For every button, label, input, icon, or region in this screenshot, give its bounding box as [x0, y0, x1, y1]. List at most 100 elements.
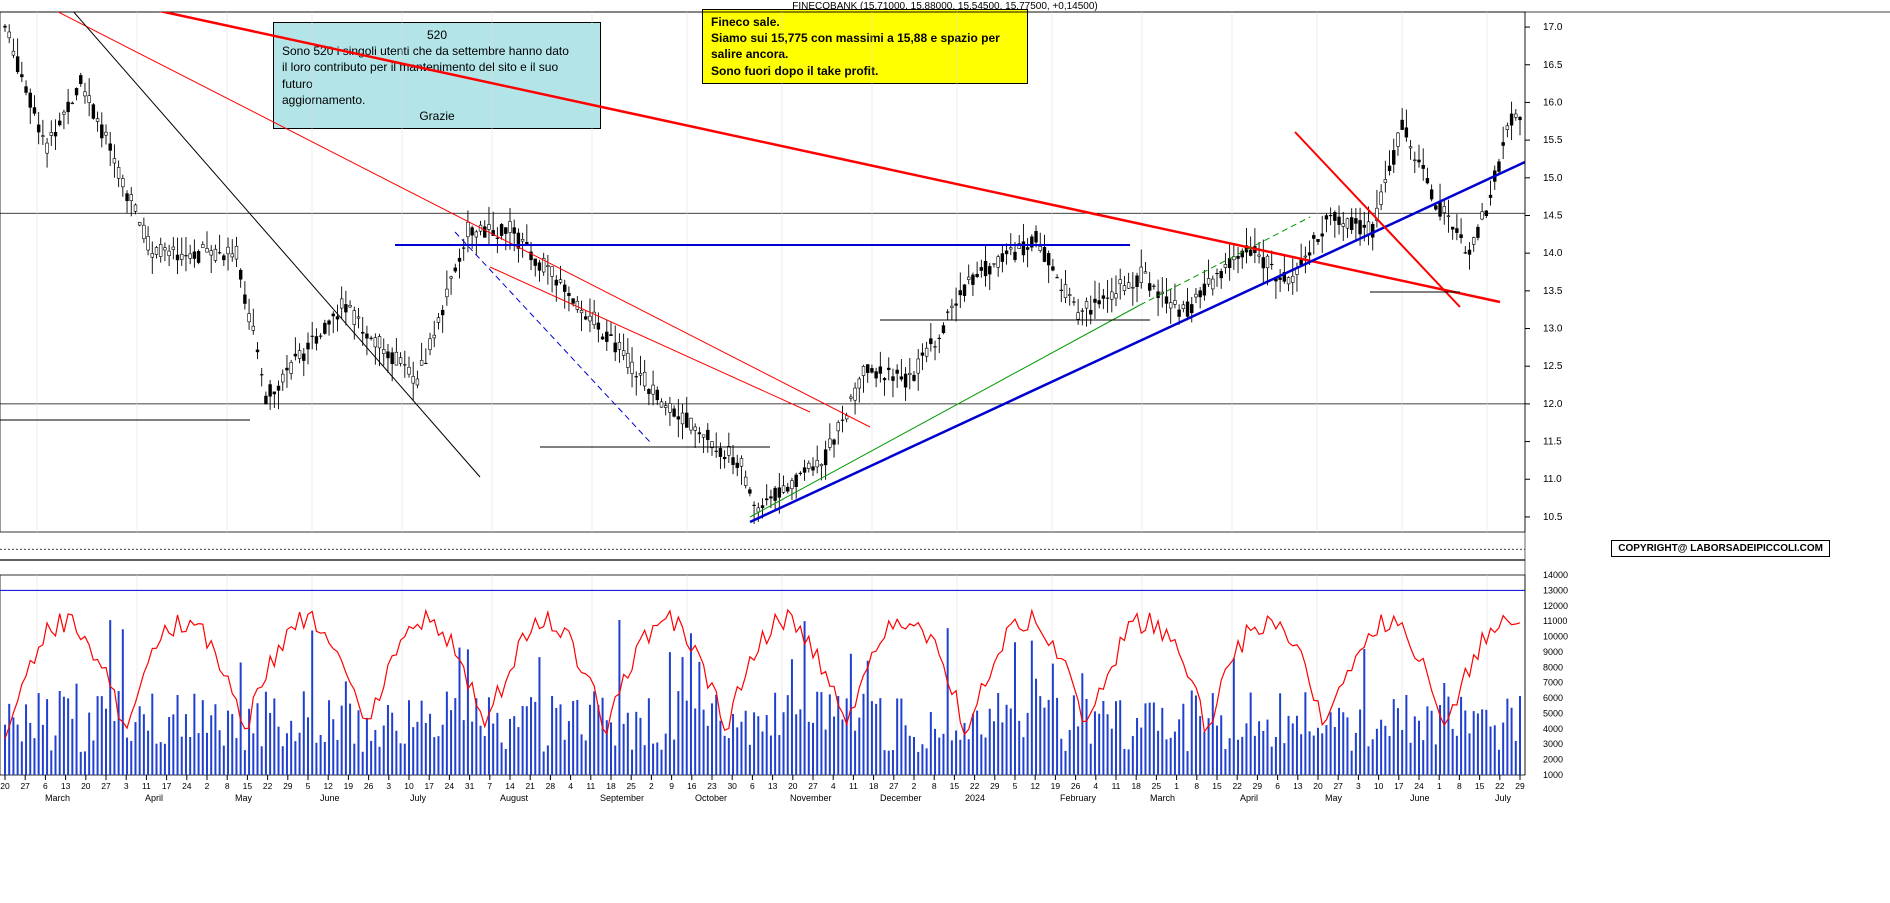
svg-text:17.0: 17.0 [1543, 22, 1563, 33]
svg-text:24: 24 [182, 781, 192, 791]
svg-text:15.5: 15.5 [1543, 135, 1563, 146]
svg-text:6: 6 [1275, 781, 1280, 791]
svg-text:11: 11 [849, 781, 858, 791]
svg-text:6000: 6000 [1543, 693, 1563, 703]
svg-text:11.0: 11.0 [1543, 474, 1562, 485]
svg-text:29: 29 [990, 781, 1000, 791]
svg-text:27: 27 [101, 781, 111, 791]
svg-text:16.5: 16.5 [1543, 60, 1563, 71]
svg-text:28: 28 [546, 781, 556, 791]
svg-text:2: 2 [205, 781, 210, 791]
svg-text:23: 23 [707, 781, 717, 791]
svg-text:17: 17 [162, 781, 172, 791]
svg-text:15.0: 15.0 [1543, 173, 1563, 184]
price-chart-svg: 10.511.011.512.012.513.013.514.014.515.0… [0, 0, 1890, 903]
svg-text:24: 24 [445, 781, 455, 791]
svg-text:19: 19 [1051, 781, 1061, 791]
svg-text:April: April [1240, 793, 1258, 803]
svg-text:14000: 14000 [1543, 570, 1568, 580]
svg-text:5: 5 [306, 781, 311, 791]
svg-text:10000: 10000 [1543, 632, 1568, 642]
svg-text:13: 13 [768, 781, 778, 791]
svg-text:May: May [1325, 793, 1343, 803]
svg-text:7000: 7000 [1543, 678, 1563, 688]
svg-text:15: 15 [1212, 781, 1222, 791]
svg-text:19: 19 [344, 781, 354, 791]
svg-text:11: 11 [1112, 781, 1121, 791]
svg-text:15: 15 [243, 781, 253, 791]
svg-text:12.5: 12.5 [1543, 361, 1563, 372]
svg-text:22: 22 [970, 781, 980, 791]
svg-text:June: June [1410, 793, 1430, 803]
svg-text:27: 27 [808, 781, 818, 791]
svg-text:18: 18 [1131, 781, 1141, 791]
svg-text:15: 15 [1475, 781, 1485, 791]
svg-text:August: August [500, 793, 529, 803]
svg-text:29: 29 [1253, 781, 1263, 791]
svg-text:1: 1 [1174, 781, 1179, 791]
svg-text:10: 10 [1374, 781, 1384, 791]
svg-text:14: 14 [505, 781, 515, 791]
svg-text:November: November [790, 793, 832, 803]
svg-text:2000: 2000 [1543, 755, 1563, 765]
svg-text:8: 8 [932, 781, 937, 791]
svg-text:22: 22 [1495, 781, 1505, 791]
svg-text:20: 20 [1313, 781, 1323, 791]
svg-text:6: 6 [43, 781, 48, 791]
svg-text:10: 10 [404, 781, 414, 791]
svg-text:25: 25 [1152, 781, 1162, 791]
svg-text:24: 24 [1414, 781, 1424, 791]
svg-text:14.5: 14.5 [1543, 210, 1563, 221]
svg-text:15: 15 [950, 781, 960, 791]
svg-text:17: 17 [1394, 781, 1404, 791]
svg-text:2: 2 [912, 781, 917, 791]
svg-text:October: October [695, 793, 727, 803]
svg-text:3: 3 [1356, 781, 1361, 791]
svg-text:9: 9 [669, 781, 674, 791]
svg-text:9000: 9000 [1543, 647, 1563, 657]
svg-text:April: April [145, 793, 163, 803]
svg-text:20: 20 [81, 781, 91, 791]
svg-text:27: 27 [20, 781, 30, 791]
svg-text:12000: 12000 [1543, 601, 1568, 611]
svg-text:3: 3 [386, 781, 391, 791]
svg-text:July: July [1495, 793, 1512, 803]
svg-text:2024: 2024 [965, 793, 985, 803]
svg-text:31: 31 [465, 781, 475, 791]
svg-text:6: 6 [750, 781, 755, 791]
svg-text:14.0: 14.0 [1543, 248, 1563, 259]
svg-text:11000: 11000 [1543, 616, 1567, 626]
svg-text:4: 4 [831, 781, 836, 791]
svg-text:16.0: 16.0 [1543, 97, 1563, 108]
svg-text:4000: 4000 [1543, 724, 1563, 734]
svg-text:13: 13 [61, 781, 71, 791]
svg-text:29: 29 [283, 781, 293, 791]
svg-text:27: 27 [1333, 781, 1343, 791]
svg-text:September: September [600, 793, 644, 803]
svg-text:13.0: 13.0 [1543, 324, 1563, 335]
svg-text:12.0: 12.0 [1543, 399, 1563, 410]
svg-text:22: 22 [1232, 781, 1242, 791]
svg-text:18: 18 [869, 781, 879, 791]
svg-text:February: February [1060, 793, 1097, 803]
svg-text:11: 11 [142, 781, 151, 791]
svg-text:29: 29 [1515, 781, 1525, 791]
svg-text:11: 11 [586, 781, 595, 791]
svg-text:10.5: 10.5 [1543, 512, 1563, 523]
svg-text:8: 8 [1457, 781, 1462, 791]
svg-text:11.5: 11.5 [1543, 437, 1562, 448]
svg-text:13000: 13000 [1543, 585, 1568, 595]
svg-text:13: 13 [1293, 781, 1303, 791]
svg-text:7: 7 [487, 781, 492, 791]
svg-text:18: 18 [606, 781, 616, 791]
svg-text:3: 3 [124, 781, 129, 791]
svg-text:2: 2 [649, 781, 654, 791]
svg-text:March: March [45, 793, 70, 803]
svg-text:12: 12 [1030, 781, 1040, 791]
svg-text:27: 27 [889, 781, 899, 791]
svg-text:3000: 3000 [1543, 739, 1563, 749]
svg-text:March: March [1150, 793, 1175, 803]
svg-text:1000: 1000 [1543, 770, 1563, 780]
svg-text:20: 20 [0, 781, 10, 791]
svg-text:5: 5 [1013, 781, 1018, 791]
